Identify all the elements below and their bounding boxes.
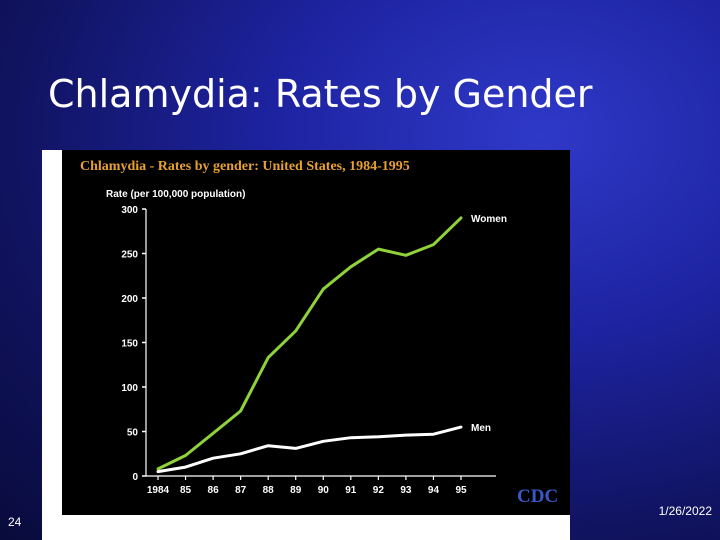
data-point-women [349,265,353,269]
slide-date: 1/26/2022 [658,504,712,518]
data-point-women [156,467,160,471]
x-tick-label: 89 [290,485,302,496]
data-point-men [266,444,270,447]
x-tick-label: 86 [208,485,220,496]
data-point-women [266,356,270,359]
x-tick-label: 92 [373,485,385,496]
data-point-men [377,435,380,439]
data-point-women [432,243,435,246]
data-point-men [239,452,242,455]
data-point-men [294,447,297,450]
y-tick-label: 50 [127,428,139,439]
x-tick-label: 90 [318,485,330,496]
cdc-logo: CDC [517,486,558,507]
data-point-women [239,409,242,413]
y-axis-label: Rate (per 100,000 population) [106,189,245,200]
data-point-women [377,247,380,251]
data-point-women [404,254,408,257]
data-point-men [156,470,160,473]
data-point-men [349,436,353,439]
data-point-men [404,433,408,437]
series-label-women: Women [471,214,507,225]
data-point-women [459,216,463,220]
data-point-men [322,440,325,443]
data-point-men [432,432,435,436]
chart-panel [62,150,570,515]
y-tick-label: 250 [121,250,138,261]
series-line-women [156,216,463,471]
data-point-women [322,287,325,291]
x-tick-label: 93 [400,485,412,496]
data-point-men [184,465,187,469]
data-point-men [459,425,463,429]
y-tick-label: 0 [132,472,138,483]
y-tick-label: 200 [121,294,138,305]
chart-title: Chlamydia - Rates by gender: United Stat… [80,159,410,174]
series-label-men: Men [471,423,491,434]
slide-title: Chlamydia: Rates by Gender [48,72,593,116]
y-tick-label: 150 [121,339,138,350]
x-tick-label: 1984 [147,485,170,496]
data-point-women [294,329,297,333]
data-point-women [211,432,215,435]
x-tick-label: 94 [428,485,440,496]
x-tick-label: 85 [180,485,192,496]
data-point-women [184,454,187,457]
slide-number: 24 [8,515,22,529]
x-tick-label: 88 [263,485,275,496]
series-line-men [156,425,463,474]
y-tick-label: 100 [121,383,138,394]
data-point-men [211,457,215,460]
x-tick-label: 91 [345,485,357,496]
y-tick-label: 300 [121,205,138,216]
x-tick-label: 95 [455,485,467,496]
line-chart: Chlamydia - Rates by gender: United Stat… [80,159,558,507]
x-tick-label: 87 [235,485,247,496]
